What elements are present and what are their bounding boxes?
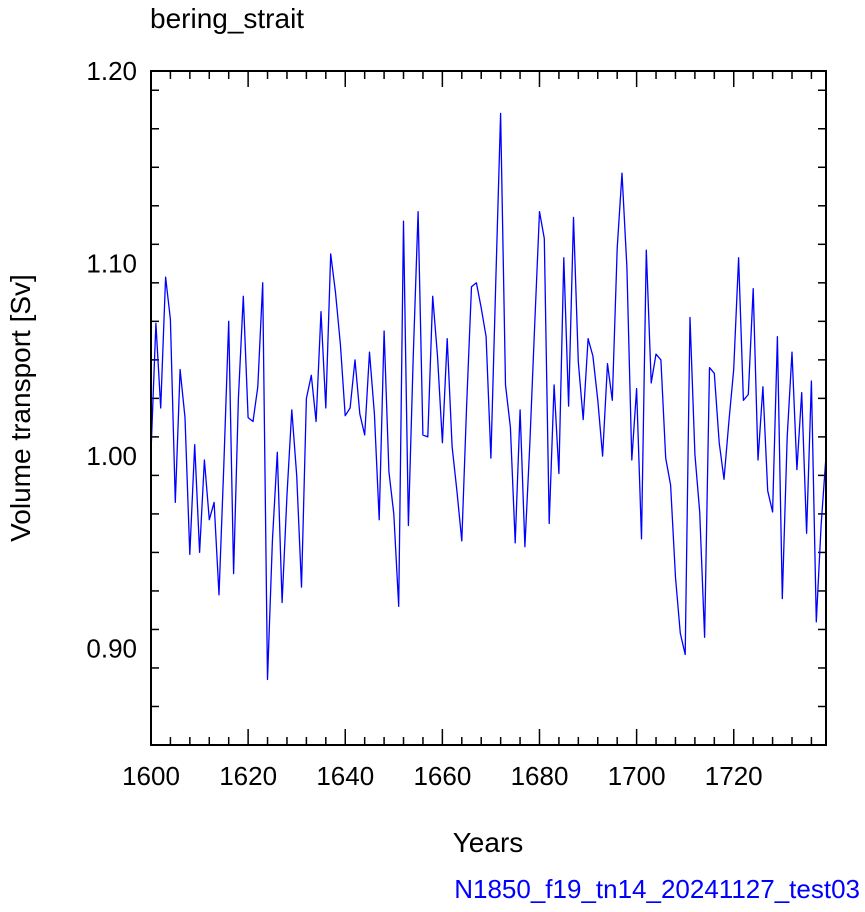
x-tick-label: 1680 xyxy=(511,761,569,791)
x-tick-label: 1620 xyxy=(219,761,277,791)
x-tick-label: 1720 xyxy=(705,761,763,791)
x-tick-label: 1700 xyxy=(608,761,666,791)
y-tick-label: 1.20 xyxy=(86,56,137,86)
x-tick-label: 1600 xyxy=(122,761,180,791)
x-tick-label: 1640 xyxy=(316,761,374,791)
tick-labels: 1600 1620 1640 1660 1680 1700 1720 0.90 1.00 1.10… xyxy=(86,56,762,791)
series-line-volume-transport xyxy=(150,112,827,681)
chart-title: bering_strait xyxy=(150,3,304,34)
y-axis-title: Volume transport [Sv] xyxy=(5,274,36,542)
y-tick-label: 1.10 xyxy=(86,249,137,279)
x-tick-label: 1660 xyxy=(413,761,471,791)
y-tick-label: 1.00 xyxy=(86,441,137,471)
case-label: N1850_f19_tn14_20241127_test03 xyxy=(454,874,860,904)
y-tick-label: 0.90 xyxy=(86,634,137,664)
plot-frame xyxy=(150,70,827,746)
x-axis-title: Years xyxy=(453,827,524,858)
